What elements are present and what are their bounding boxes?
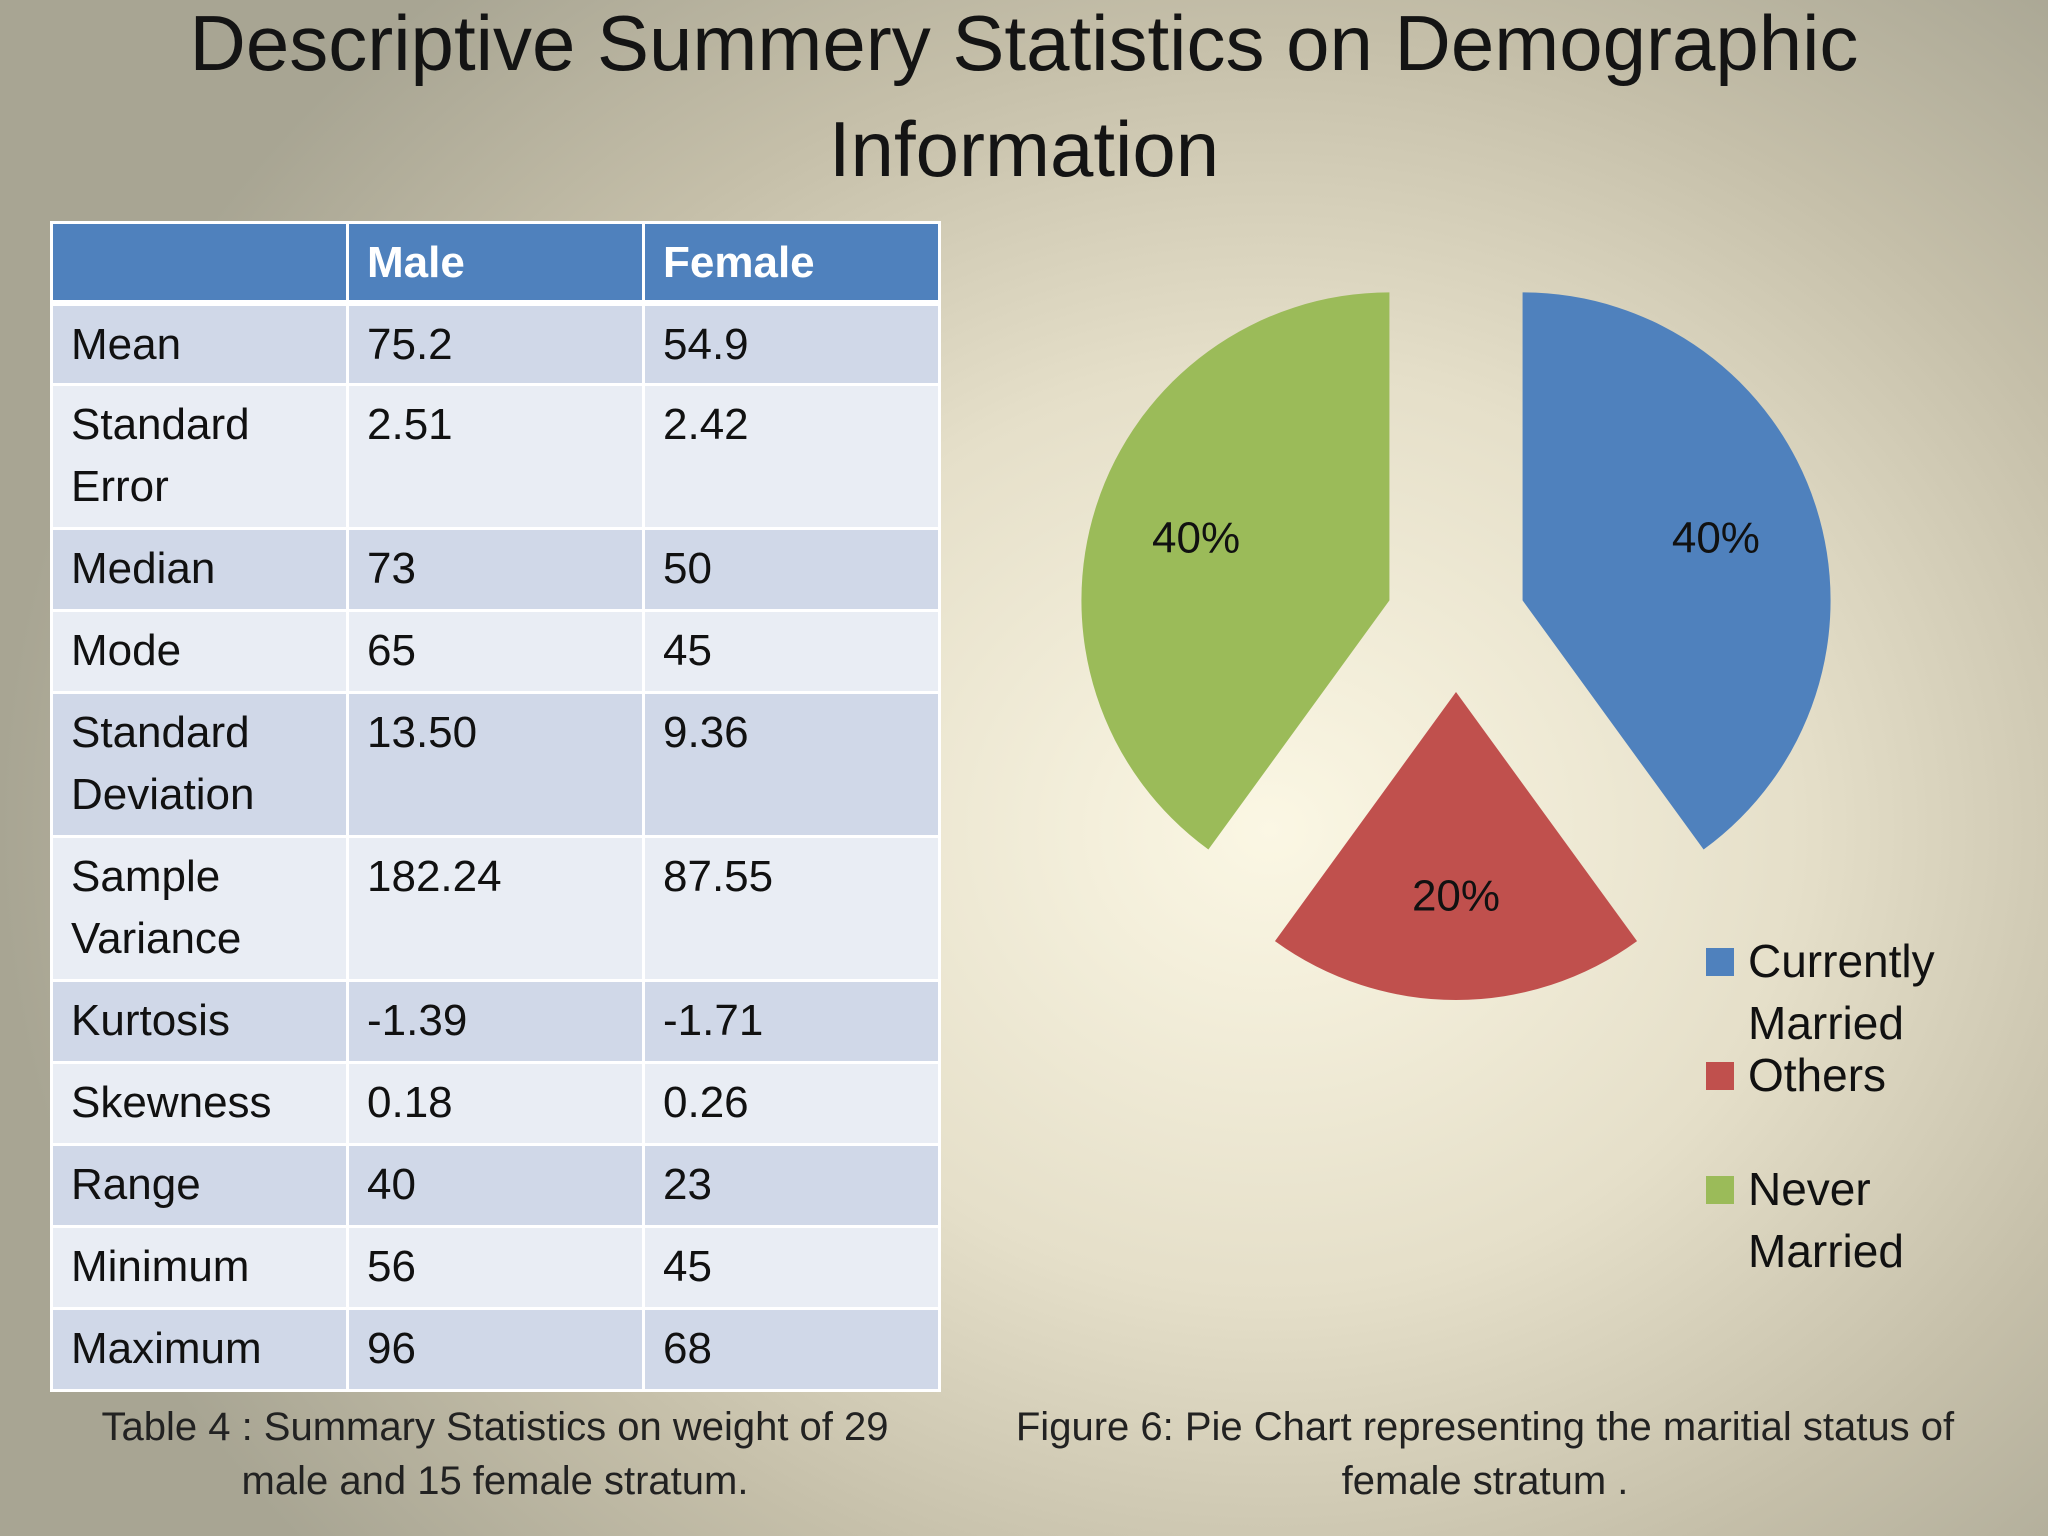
row-label: Minimum [50, 1225, 349, 1310]
legend-label-never-married-line-2: Married [1748, 1225, 1904, 1277]
header-cell-empty [50, 221, 349, 306]
table-header-row: Male Female [50, 221, 941, 306]
table-row: Range 40 23 [50, 1143, 941, 1228]
male-value: 96 [346, 1307, 645, 1392]
table-caption-line-2: male and 15 female stratum. [241, 1459, 749, 1503]
table-caption-line-1: Table 4 : Summary Statistics on weight o… [101, 1405, 889, 1449]
female-value: 9.36 [642, 691, 941, 838]
table-row: Maximum 96 68 [50, 1307, 941, 1392]
pie-slice-others [1274, 692, 1638, 1000]
table-row: Median 73 50 [50, 527, 941, 612]
male-value: 0.18 [346, 1061, 645, 1146]
figure-caption: Figure 6: Pie Chart representing the mar… [970, 1400, 2000, 1508]
header-cell-female: Female [642, 221, 941, 306]
legend-label-others: Others [1748, 1049, 1887, 1101]
pie-label-currently-married: 40% [1672, 514, 1760, 563]
legend-label-never-married-line-1: Never [1748, 1163, 1871, 1215]
legend-label-never-married: Never Married [1748, 1158, 1904, 1282]
table-row: Standard Error 2.51 2.42 [50, 383, 941, 530]
row-label: Standard Deviation [50, 691, 349, 838]
pie-chart: 40% 20% 40% [1081, 292, 1831, 1000]
female-value: 87.55 [642, 835, 941, 982]
male-value: -1.39 [346, 979, 645, 1064]
female-value: 54.9 [642, 301, 941, 386]
female-value: 50 [642, 527, 941, 612]
header-cell-male: Male [346, 221, 645, 306]
table-row: Mean 75.2 54.9 [50, 301, 941, 386]
slide-title-line-1: Descriptive Summery Statistics on Demogr… [189, 0, 1859, 87]
female-value: 45 [642, 609, 941, 694]
row-label: Sample Variance [50, 835, 349, 982]
table-row: Minimum 56 45 [50, 1225, 941, 1310]
female-value: 23 [642, 1143, 941, 1228]
male-value: 182.24 [346, 835, 645, 982]
row-label: Median [50, 527, 349, 612]
male-value: 75.2 [346, 301, 645, 386]
male-value: 56 [346, 1225, 645, 1310]
male-value: 40 [346, 1143, 645, 1228]
row-label: Range [50, 1143, 349, 1228]
male-value: 73 [346, 527, 645, 612]
male-value: 2.51 [346, 383, 645, 530]
female-value: 45 [642, 1225, 941, 1310]
slide-title: Descriptive Summery Statistics on Demogr… [0, 0, 2048, 202]
table-row: Sample Variance 182.24 87.55 [50, 835, 941, 982]
figure-caption-line-2: female stratum . [1341, 1459, 1629, 1503]
male-value: 65 [346, 609, 645, 694]
row-label: Standard Error [50, 383, 349, 530]
pie-slice-currently-married [1522, 292, 1831, 850]
table-row: Mode 65 45 [50, 609, 941, 694]
table-row: Skewness 0.18 0.26 [50, 1061, 941, 1146]
row-label: Kurtosis [50, 979, 349, 1064]
pie-slice-never-married [1081, 292, 1390, 850]
legend-swatch-others [1706, 1062, 1734, 1090]
row-label: Mean [50, 301, 349, 386]
pie-label-others: 20% [1412, 871, 1500, 920]
female-value: 68 [642, 1307, 941, 1392]
male-value: 13.50 [346, 691, 645, 838]
table-caption: Table 4 : Summary Statistics on weight o… [50, 1400, 940, 1508]
legend-swatch-never-married [1706, 1176, 1734, 1204]
figure-caption-line-1: Figure 6: Pie Chart representing the mar… [1015, 1405, 1955, 1449]
legend-label-currently-married-line-2: Married [1748, 997, 1904, 1049]
summary-statistics-table: Male Female Mean 75.2 54.9 Standard Erro… [50, 221, 941, 1392]
female-value: 2.42 [642, 383, 941, 530]
female-value: -1.71 [642, 979, 941, 1064]
legend-swatch-currently-married [1706, 948, 1734, 976]
slide-title-line-2: Information [828, 105, 1220, 193]
legend-label-currently-married-line-1: Currently [1748, 935, 1935, 987]
row-label: Skewness [50, 1061, 349, 1146]
pie-label-never-married: 40% [1152, 514, 1240, 563]
table-row: Kurtosis -1.39 -1.71 [50, 979, 941, 1064]
row-label: Maximum [50, 1307, 349, 1392]
row-label: Mode [50, 609, 349, 694]
table-row: Standard Deviation 13.50 9.36 [50, 691, 941, 838]
legend-label-currently-married: Currently Married [1748, 930, 1935, 1054]
female-value: 0.26 [642, 1061, 941, 1146]
